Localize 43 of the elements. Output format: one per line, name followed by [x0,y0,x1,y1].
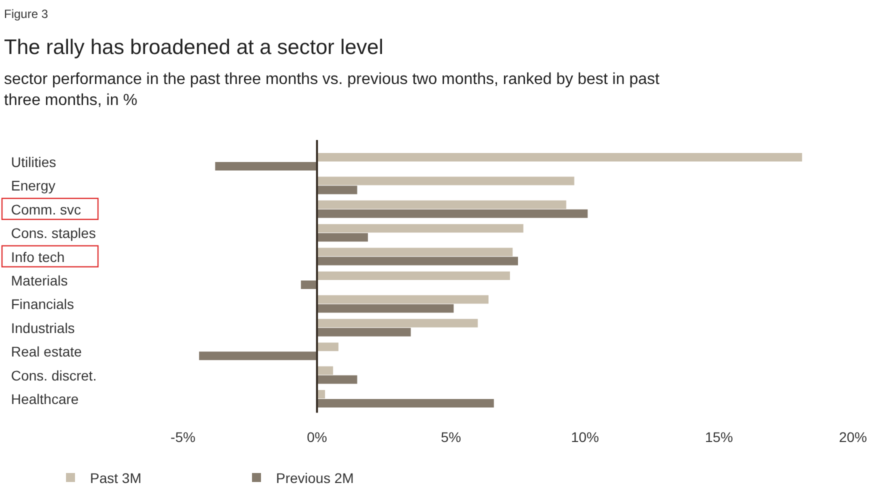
legend-label: Past 3M [90,470,142,486]
bar [317,256,518,266]
bar [317,224,524,233]
y-tick-label: Info tech [11,248,65,265]
bar [317,366,334,375]
bar [317,399,494,408]
x-tick-label: -5% [170,429,196,445]
bar [199,352,317,360]
caption: Figure 3 [4,7,48,21]
bar [317,375,358,384]
x-tick-label: 0% [306,429,328,445]
bar [317,342,338,352]
y-tick-label: Utilities [11,154,56,170]
bar [300,280,317,289]
x-tick-label: 10% [570,429,600,445]
bar [317,200,566,209]
bar [317,153,802,162]
bar [215,162,317,170]
bar [317,233,368,242]
y-tick-label: Financials [11,296,74,312]
bar [317,318,478,328]
y-tick-label: Real estate [11,344,82,360]
y-tick-label: Energy [11,178,56,194]
bar [317,248,513,256]
y-tick-label: Comm. svc [11,201,81,218]
y-tick-label: Healthcare [11,391,79,407]
bar [317,295,489,304]
bar [317,186,358,194]
chart-subtitle: sector performance in the past three months vs. previous two months, ranked by best in past three months, in % [4,71,660,109]
y-tick-label: Cons. discret. [11,367,97,384]
bar [317,328,411,336]
x-tick-label: 20% [838,429,868,445]
bar [317,209,588,218]
bar [317,272,510,280]
bar [317,176,574,186]
bar [317,304,454,313]
x-tick-label: 15% [704,429,734,445]
y-tick-label: Industrials [11,320,75,336]
y-tick-label: Materials [11,272,68,288]
y-tick-label: Cons. staples [11,225,96,242]
legend-label: Previous 2M [276,470,354,486]
chart-title: The rally has broadened at a sector level [4,36,384,59]
x-tick-label: 5% [440,429,462,445]
